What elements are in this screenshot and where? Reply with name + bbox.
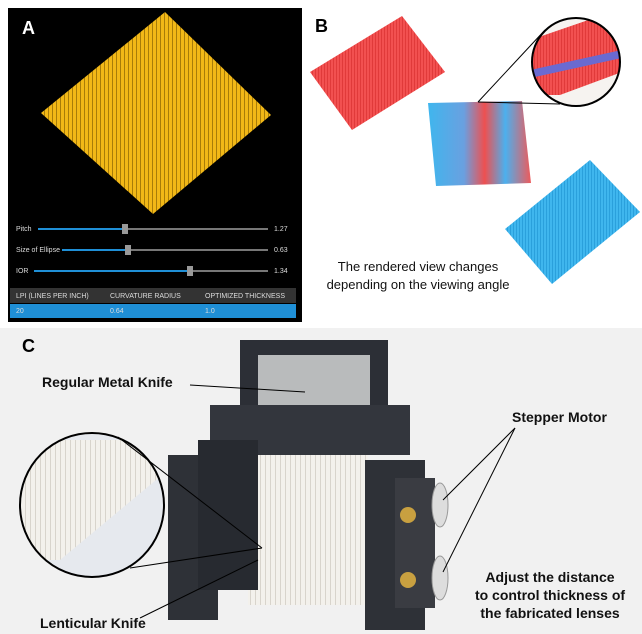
- annotation: Stepper Motor: [512, 409, 607, 425]
- table-header-cell: LPI (LINES PER INCH): [16, 293, 89, 300]
- slider-thumb[interactable]: [122, 224, 128, 234]
- figure: A Pitch 1.27 Size of Ellipse 0.63 IOR 1.34 LP…: [0, 0, 642, 634]
- table-cell: 1.0: [205, 308, 215, 315]
- annotation: to control thickness of: [475, 587, 625, 603]
- slider-label: IOR: [16, 268, 28, 275]
- slider-label: Pitch: [16, 226, 32, 233]
- table-cell: 20: [16, 308, 24, 315]
- annotation: the fabricated lenses: [480, 605, 619, 621]
- table-cell: 0.64: [110, 308, 124, 315]
- table-row: [10, 304, 296, 318]
- panel-label: C: [22, 336, 35, 356]
- slider-value: 1.27: [274, 226, 288, 233]
- slider-thumb[interactable]: [187, 266, 193, 276]
- table-header-cell: OPTIMIZED THICKNESS: [205, 293, 285, 300]
- render-red: [310, 16, 445, 130]
- table-header-cell: CURVATURE RADIUS: [110, 293, 181, 300]
- panel-label: B: [315, 16, 328, 36]
- slider-thumb[interactable]: [125, 245, 131, 255]
- caption: The rendered view changes: [338, 259, 499, 274]
- annotation: Lenticular Knife: [40, 615, 146, 631]
- caption: depending on the viewing angle: [327, 277, 510, 292]
- annotation: Adjust the distance: [485, 569, 614, 585]
- panel-label: A: [22, 18, 35, 38]
- render-mixed: [428, 101, 531, 186]
- slider-value: 1.34: [274, 268, 288, 275]
- slider-value: 0.63: [274, 247, 288, 254]
- slider-label: Size of Ellipse: [16, 247, 60, 254]
- annotation: Regular Metal Knife: [42, 374, 173, 390]
